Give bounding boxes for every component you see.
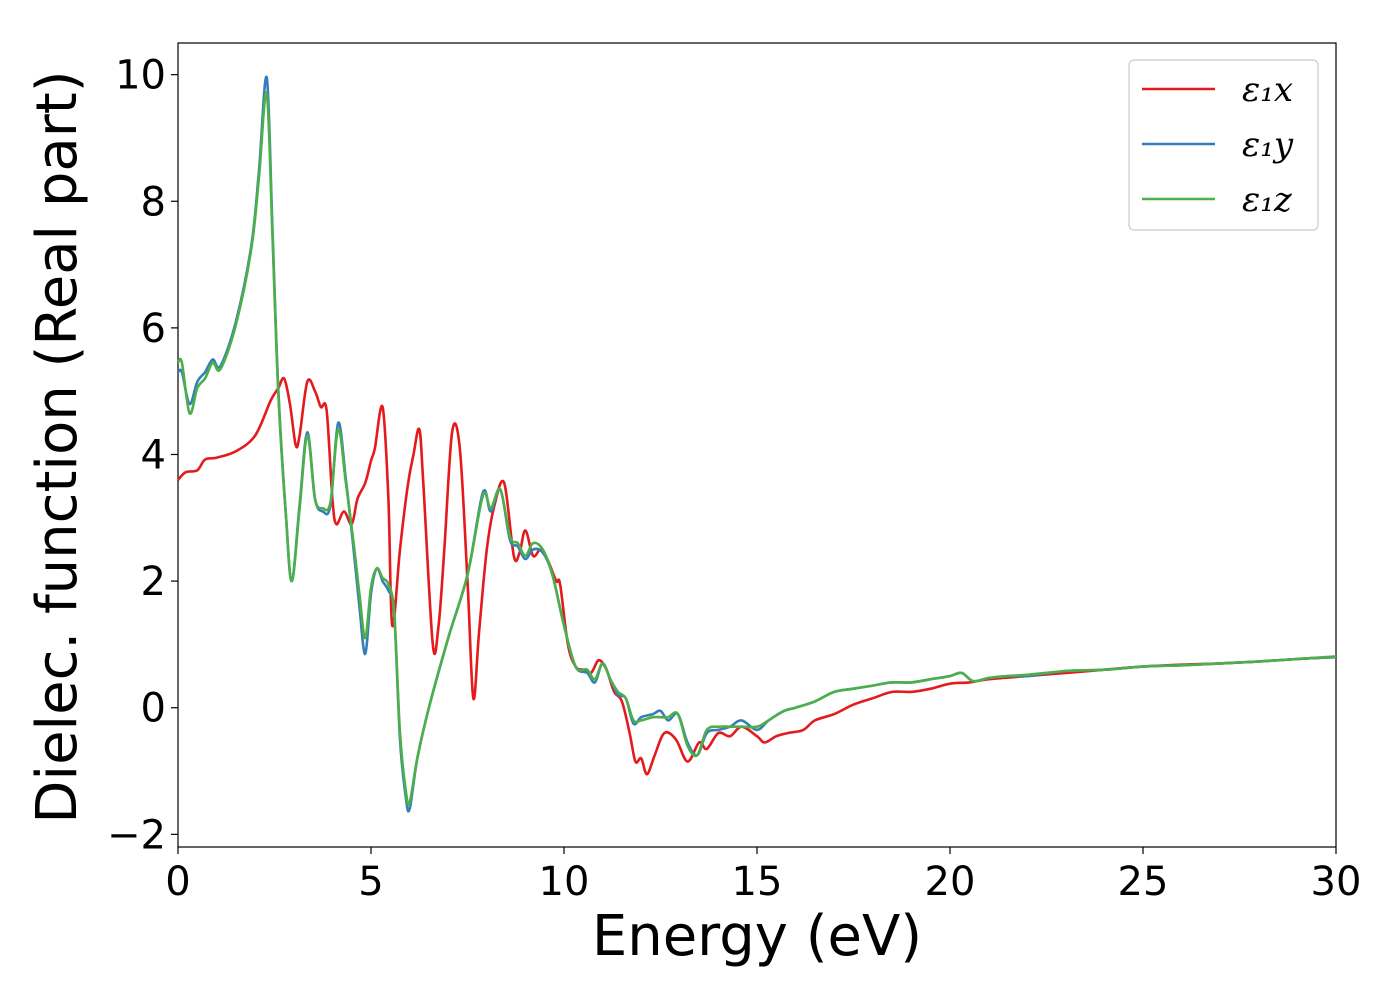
y-tick-label: 2 [141, 559, 166, 605]
y-axis-title: Dielec. function (Real part) [25, 70, 90, 823]
y-tick-label: −2 [107, 812, 166, 858]
x-tick-label: 15 [732, 859, 783, 905]
x-axis-title: Energy (eV) [592, 904, 922, 969]
x-tick-label: 5 [358, 859, 383, 905]
legend-box [1128, 59, 1319, 231]
y-tick-label: 8 [141, 179, 166, 225]
y-axis-ticks: −2 0 2 4 6 8 10 [107, 53, 178, 858]
x-tick-label: 0 [165, 859, 190, 905]
x-tick-label: 30 [1311, 859, 1362, 905]
legend-label: ε₁x [1242, 70, 1293, 110]
x-tick-label: 25 [1118, 859, 1169, 905]
legend-label: ε₁y [1242, 125, 1294, 165]
x-tick-label: 10 [539, 859, 590, 905]
y-tick-label: 10 [115, 53, 166, 99]
series-layer [176, 75, 1337, 813]
legend: ε₁x ε₁y ε₁z [1128, 59, 1319, 231]
y-tick-label: 0 [141, 686, 166, 732]
x-axis-ticks: 0 5 10 15 20 25 30 [165, 847, 1361, 905]
series-line-1 [177, 376, 1337, 776]
x-tick-label: 20 [925, 859, 976, 905]
legend-label: ε₁z [1242, 180, 1293, 220]
y-tick-label: 4 [141, 432, 166, 478]
series-line-3 [176, 91, 1337, 806]
y-tick-label: 6 [141, 306, 166, 352]
